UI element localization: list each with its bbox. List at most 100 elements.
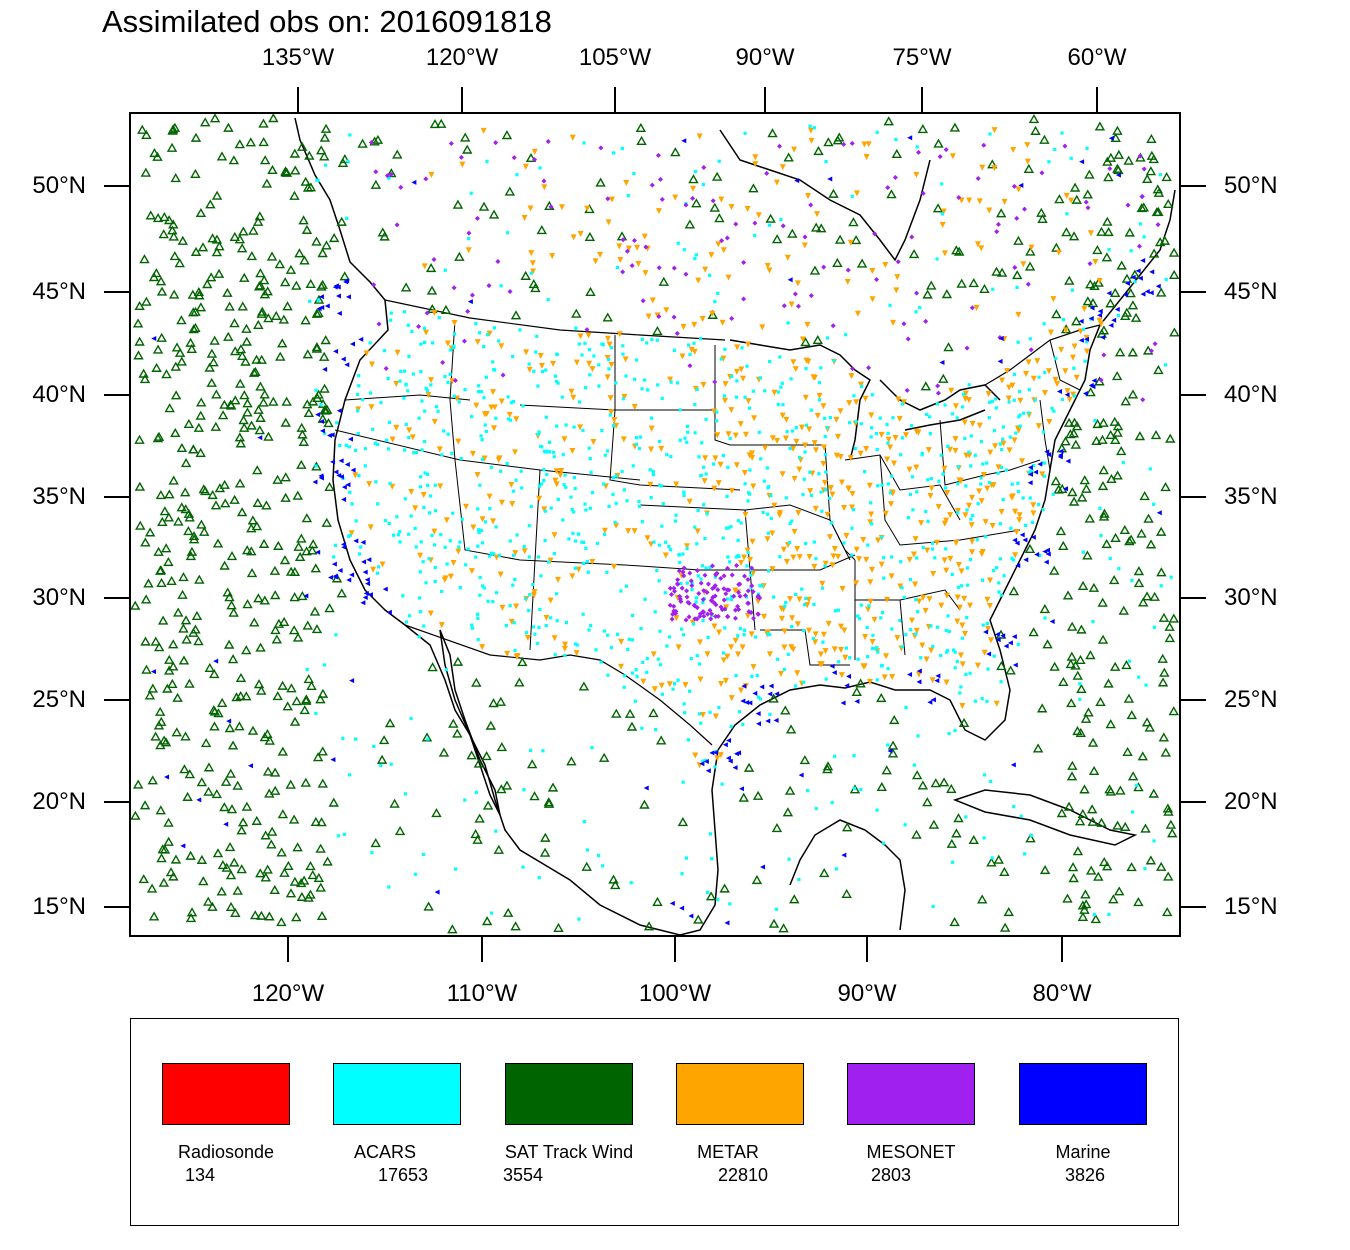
acars-marker <box>676 678 680 682</box>
metar-marker <box>861 141 868 148</box>
sat-track-wind-marker <box>170 854 182 864</box>
sat-track-wind-marker <box>993 854 1004 864</box>
legend-swatch-radiosonde <box>162 1063 290 1125</box>
mesonet-marker <box>1137 153 1143 159</box>
metar-marker <box>481 455 488 462</box>
metar-marker <box>718 196 725 203</box>
acars-marker <box>641 660 645 664</box>
acars-marker <box>853 446 857 451</box>
mesonet-marker <box>885 185 891 191</box>
acars-marker <box>421 560 425 564</box>
metar-marker <box>867 678 874 685</box>
sat-track-wind-marker <box>1105 298 1116 308</box>
sat-track-wind-marker <box>303 674 314 684</box>
acars-marker <box>545 472 549 477</box>
acars-marker <box>746 499 750 503</box>
sat-track-wind-marker <box>1101 252 1113 262</box>
acars-marker <box>643 378 647 382</box>
acars-marker <box>1078 682 1082 686</box>
acars-marker <box>546 298 550 302</box>
sat-track-wind-marker <box>164 403 175 413</box>
sat-track-wind-marker <box>229 318 240 328</box>
sat-track-wind-marker <box>130 810 141 820</box>
marine-marker <box>798 772 804 778</box>
mesonet-marker <box>452 377 458 383</box>
sat-track-wind-marker <box>454 251 465 261</box>
metar-marker <box>839 585 846 592</box>
acars-marker <box>998 522 1002 526</box>
metar-marker <box>1050 296 1057 303</box>
marine-marker <box>367 592 373 598</box>
sat-track-wind-marker <box>232 885 243 895</box>
legend-item-metar: METAR 22810 <box>676 1019 846 1219</box>
acars-marker <box>387 176 391 180</box>
metar-marker <box>829 491 836 498</box>
mesonet-marker <box>935 390 941 396</box>
acars-marker <box>402 310 407 314</box>
acars-marker <box>823 488 828 492</box>
acars-marker <box>912 763 916 767</box>
acars-marker <box>716 291 720 296</box>
acars-marker <box>622 685 626 689</box>
sat-track-wind-marker <box>472 834 483 844</box>
marine-marker <box>829 663 835 669</box>
acars-marker <box>779 385 783 389</box>
sat-track-wind-marker <box>1012 270 1023 280</box>
metar-marker <box>787 596 794 603</box>
metar-marker <box>529 268 536 275</box>
acars-marker <box>577 342 581 346</box>
acars-marker <box>640 337 644 341</box>
metar-marker <box>748 631 755 638</box>
sat-track-wind-marker <box>1056 808 1068 818</box>
acars-marker <box>542 479 546 483</box>
acars-marker <box>780 381 784 385</box>
mesonet-marker <box>474 215 480 221</box>
sat-track-wind-marker <box>520 270 531 280</box>
sat-track-wind-marker <box>946 838 958 848</box>
sat-track-wind-marker <box>255 268 266 278</box>
sat-track-wind-marker <box>429 119 441 129</box>
acars-marker <box>746 550 750 555</box>
sat-track-wind-marker <box>1077 911 1089 922</box>
acars-marker <box>519 469 523 473</box>
acars-marker <box>987 416 991 420</box>
sat-track-wind-marker <box>1058 540 1069 550</box>
sat-track-wind-marker <box>1085 279 1096 289</box>
metar-marker <box>570 394 577 401</box>
acars-marker <box>603 453 607 457</box>
acars-marker <box>1047 160 1051 164</box>
sat-track-wind-marker <box>262 864 273 874</box>
marine-marker <box>322 366 328 372</box>
metar-marker <box>431 528 438 535</box>
mesonet-marker <box>901 321 907 327</box>
sat-track-wind-marker <box>1123 155 1134 165</box>
acars-marker <box>678 560 682 565</box>
acars-marker <box>802 477 806 481</box>
sat-track-wind-marker <box>182 791 193 801</box>
mesonet-marker <box>629 263 635 269</box>
metar-marker <box>586 360 593 367</box>
metar-marker <box>961 419 968 426</box>
metar-marker <box>1034 358 1041 365</box>
lon-label-top: 90°W <box>735 44 795 71</box>
sat-track-wind-marker <box>648 707 659 718</box>
mesonet-marker <box>909 234 915 240</box>
mesonet-marker <box>1039 170 1045 176</box>
metar-marker <box>696 133 703 140</box>
legend-count: 3826 <box>1064 1165 1106 1185</box>
metar-marker <box>771 502 778 509</box>
acars-marker <box>769 516 773 521</box>
metar-marker <box>795 510 802 517</box>
sat-track-wind-marker <box>235 672 247 682</box>
acars-marker <box>446 380 450 385</box>
sat-track-wind-marker <box>828 188 839 198</box>
acars-marker <box>573 642 578 646</box>
acars-marker <box>336 834 341 838</box>
metar-marker <box>847 455 854 462</box>
sat-track-wind-marker <box>1160 482 1171 492</box>
acars-marker <box>946 614 950 618</box>
sat-track-wind-marker <box>262 766 274 776</box>
mesonet-marker <box>681 573 687 579</box>
sat-track-wind-marker <box>1142 173 1153 184</box>
acars-marker <box>1001 497 1005 502</box>
